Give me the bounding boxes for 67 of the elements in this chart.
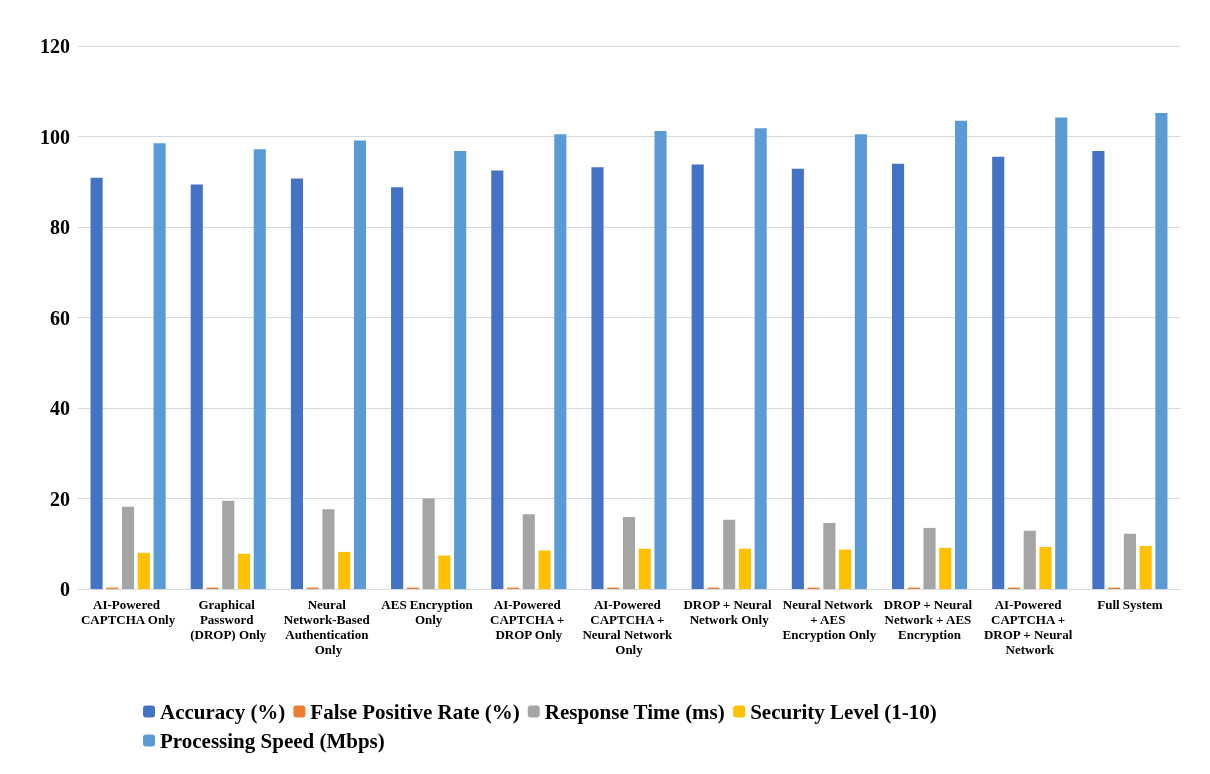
bar bbox=[1092, 150, 1105, 589]
bar bbox=[823, 522, 836, 589]
x-tick-label: Full System bbox=[1097, 597, 1163, 612]
x-tick-label: AI-Powered CAPTCHA + Neural Network Only bbox=[582, 597, 676, 657]
legend-label: Processing Speed (Mbps) bbox=[160, 728, 385, 753]
x-tick-label: Neural Network-Based Authentication Only bbox=[283, 597, 374, 657]
bar bbox=[1155, 112, 1168, 589]
bar bbox=[137, 552, 150, 589]
bar bbox=[253, 149, 266, 589]
bar bbox=[122, 506, 135, 589]
x-tick-label: Neural Network + AES Encryption Only bbox=[782, 597, 877, 642]
bar bbox=[1139, 546, 1152, 589]
bar bbox=[891, 163, 905, 589]
bar bbox=[338, 551, 351, 589]
bar bbox=[738, 548, 751, 589]
x-tick-label: AI-Powered CAPTCHA + DROP Only bbox=[490, 597, 568, 642]
bar bbox=[654, 131, 667, 589]
bar bbox=[1023, 530, 1036, 589]
bar bbox=[1055, 117, 1068, 589]
bar bbox=[538, 550, 551, 589]
bar bbox=[992, 156, 1005, 589]
bar bbox=[591, 167, 604, 589]
bar bbox=[353, 140, 367, 589]
y-tick-label: 40 bbox=[50, 397, 70, 419]
bar bbox=[791, 168, 804, 589]
bar bbox=[691, 164, 704, 589]
bar bbox=[638, 548, 651, 589]
legend-label: Response Time (ms) bbox=[544, 699, 725, 724]
bar bbox=[90, 177, 103, 589]
bar bbox=[554, 134, 567, 589]
bar bbox=[522, 514, 535, 589]
bar bbox=[491, 170, 504, 589]
x-tick-label: AI-Powered CAPTCHA + DROP + Neural Network bbox=[983, 597, 1076, 657]
bar bbox=[190, 184, 203, 589]
legend-label: Security Level (1-10) bbox=[750, 699, 937, 724]
bar bbox=[1123, 533, 1136, 589]
legend-label: False Positive Rate (%) bbox=[310, 699, 520, 724]
bar bbox=[222, 500, 235, 589]
bar bbox=[923, 527, 936, 589]
bar bbox=[438, 555, 451, 589]
bar bbox=[322, 509, 335, 589]
x-tick-label: DROP + Neural Network + AES Encryption bbox=[883, 597, 976, 642]
bar bbox=[954, 120, 968, 589]
y-tick-label: 120 bbox=[40, 35, 70, 57]
bar bbox=[391, 187, 404, 589]
x-tick-label: Graphical Password (DROP) Only bbox=[190, 597, 267, 642]
x-tick-label: AES Encryption Only bbox=[381, 597, 476, 627]
bar bbox=[754, 128, 767, 589]
bar bbox=[290, 178, 304, 589]
bar bbox=[622, 517, 636, 589]
y-tick-label: 60 bbox=[50, 306, 70, 329]
x-tick-label: AI-Powered CAPTCHA Only bbox=[80, 597, 176, 627]
bar bbox=[422, 498, 435, 589]
bar bbox=[454, 150, 467, 589]
y-tick-label: 100 bbox=[40, 125, 70, 148]
bar bbox=[854, 134, 867, 589]
bar bbox=[939, 547, 952, 589]
y-tick-label: 0 bbox=[60, 578, 70, 600]
bar bbox=[153, 143, 166, 589]
bar bbox=[1039, 546, 1052, 589]
legend-label: Accuracy (%) bbox=[160, 699, 286, 724]
y-tick-label: 20 bbox=[50, 487, 70, 510]
bar bbox=[237, 553, 251, 589]
bar bbox=[723, 519, 736, 589]
y-tick-label: 80 bbox=[50, 216, 70, 238]
bar bbox=[839, 549, 852, 589]
x-tick-label: DROP + Neural Network Only bbox=[683, 597, 775, 627]
